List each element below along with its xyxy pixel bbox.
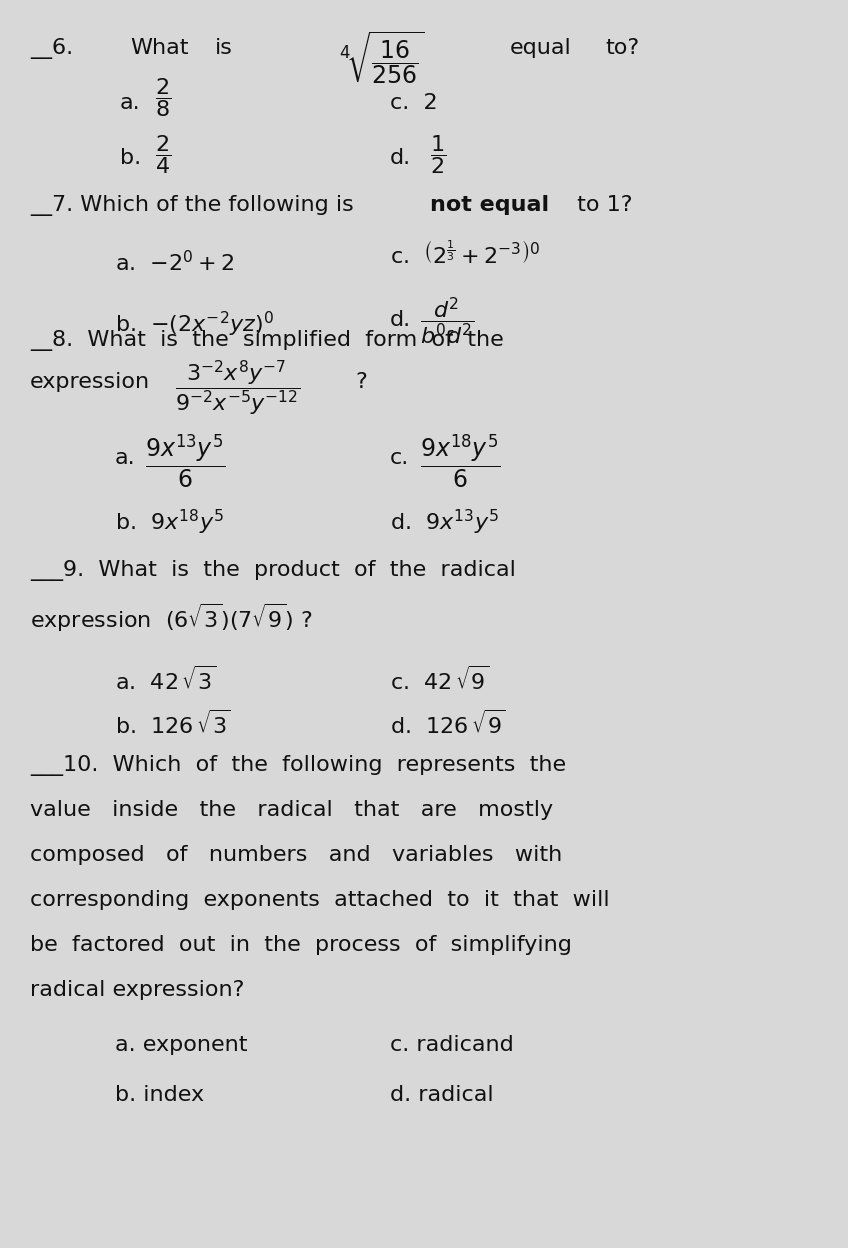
Text: d.: d. (390, 310, 411, 329)
Text: $\dfrac{9x^{18}y^5}{6}$: $\dfrac{9x^{18}y^5}{6}$ (420, 432, 500, 489)
Text: c.  2: c. 2 (390, 94, 438, 114)
Text: $\dfrac{2}{4}$: $\dfrac{2}{4}$ (155, 134, 171, 176)
Text: to?: to? (605, 37, 639, 57)
Text: $\dfrac{3^{-2}x^8y^{-7}}{9^{-2}x^{-5}y^{-12}}$: $\dfrac{3^{-2}x^8y^{-7}}{9^{-2}x^{-5}y^{… (175, 358, 300, 418)
Text: $\dfrac{d^2}{b^0d^2}$: $\dfrac{d^2}{b^0d^2}$ (420, 295, 474, 347)
Text: b.: b. (120, 149, 141, 168)
Text: d.  $9x^{13}y^5$: d. $9x^{13}y^5$ (390, 508, 499, 537)
Text: ___9.  What  is  the  product  of  the  radical: ___9. What is the product of the radical (30, 560, 516, 582)
Text: a. exponent: a. exponent (115, 1035, 248, 1055)
Text: composed   of   numbers   and   variables   with: composed of numbers and variables with (30, 845, 562, 865)
Text: not equal: not equal (430, 195, 550, 215)
Text: d.: d. (390, 149, 411, 168)
Text: ___10.  Which  of  the  following  represents  the: ___10. Which of the following represents… (30, 755, 566, 776)
Text: $\,^4\!\sqrt{\dfrac{16}{256}}$: $\,^4\!\sqrt{\dfrac{16}{256}}$ (335, 30, 425, 87)
Text: a.: a. (120, 94, 141, 114)
Text: b.  $126\,\sqrt{3}$: b. $126\,\sqrt{3}$ (115, 710, 231, 739)
Text: d. radical: d. radical (390, 1085, 494, 1104)
Text: $\dfrac{1}{2}$: $\dfrac{1}{2}$ (430, 134, 446, 176)
Text: __6.: __6. (30, 37, 73, 59)
Text: to 1?: to 1? (570, 195, 633, 215)
Text: a.  $42\,\sqrt{3}$: a. $42\,\sqrt{3}$ (115, 665, 216, 694)
Text: is: is (215, 37, 233, 57)
Text: a.: a. (115, 448, 136, 468)
Text: c.: c. (390, 448, 410, 468)
Text: radical expression?: radical expression? (30, 980, 244, 1000)
Text: a.  $-2^0 + 2$: a. $-2^0 + 2$ (115, 250, 235, 276)
Text: be  factored  out  in  the  process  of  simplifying: be factored out in the process of simpli… (30, 935, 572, 955)
Text: corresponding  exponents  attached  to  it  that  will: corresponding exponents attached to it t… (30, 890, 610, 910)
Text: __7. Which of the following is: __7. Which of the following is (30, 195, 361, 216)
Text: equal: equal (510, 37, 572, 57)
Text: What: What (130, 37, 188, 57)
Text: expression: expression (30, 372, 150, 392)
Text: value   inside   the   radical   that   are   mostly: value inside the radical that are mostly (30, 800, 553, 820)
Text: b. index: b. index (115, 1085, 204, 1104)
Text: expression  $(6\sqrt{3})(7\sqrt{9})$ ?: expression $(6\sqrt{3})(7\sqrt{9})$ ? (30, 602, 312, 634)
Text: b.  $9x^{18}y^5$: b. $9x^{18}y^5$ (115, 508, 224, 537)
Text: b.  $-(2x^{-2}yz)^0$: b. $-(2x^{-2}yz)^0$ (115, 310, 274, 339)
Text: c.  $42\,\sqrt{9}$: c. $42\,\sqrt{9}$ (390, 665, 490, 694)
Text: $\dfrac{9x^{13}y^5}{6}$: $\dfrac{9x^{13}y^5}{6}$ (145, 432, 226, 489)
Text: c. radicand: c. radicand (390, 1035, 514, 1055)
Text: __8.  What  is  the  simplified  form  of  the: __8. What is the simplified form of the (30, 329, 504, 351)
Text: $\dfrac{2}{8}$: $\dfrac{2}{8}$ (155, 76, 171, 119)
Text: d.  $126\,\sqrt{9}$: d. $126\,\sqrt{9}$ (390, 710, 506, 739)
Text: ?: ? (355, 372, 366, 392)
Text: c.  $\left(2^{\frac{1}{3}}+2^{-3}\right)^0$: c. $\left(2^{\frac{1}{3}}+2^{-3}\right)^… (390, 240, 541, 267)
